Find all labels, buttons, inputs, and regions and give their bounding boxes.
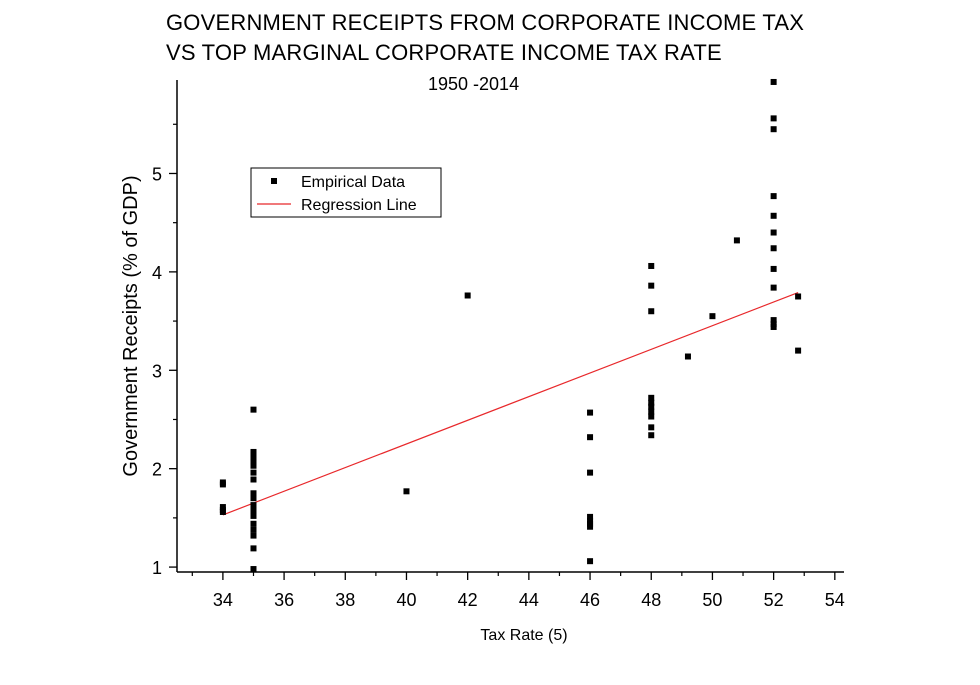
data-point bbox=[250, 495, 257, 502]
data-point bbox=[648, 399, 655, 406]
chart-title-line-1: GOVERNMENT RECEIPTS FROM CORPORATE INCOM… bbox=[166, 10, 805, 35]
data-point bbox=[648, 403, 655, 410]
data-point bbox=[648, 308, 655, 315]
data-point bbox=[219, 481, 226, 488]
x-tick-label: 54 bbox=[825, 590, 845, 610]
legend-box bbox=[250, 167, 442, 218]
x-tick-label: 46 bbox=[580, 590, 600, 610]
chart-title-line-2: VS TOP MARGINAL CORPORATE INCOME TAX RAT… bbox=[166, 40, 722, 65]
data-point bbox=[648, 282, 655, 289]
data-point bbox=[795, 293, 802, 300]
data-point bbox=[250, 462, 257, 469]
x-tick-label: 38 bbox=[335, 590, 355, 610]
legend-label-empirical: Empirical Data bbox=[301, 174, 405, 191]
data-point bbox=[770, 323, 777, 330]
data-point bbox=[250, 520, 257, 527]
data-point bbox=[587, 558, 594, 565]
data-point bbox=[250, 545, 257, 552]
data-point bbox=[648, 262, 655, 269]
data-point bbox=[770, 245, 777, 252]
data-point bbox=[770, 317, 777, 324]
y-tick-label: 2 bbox=[152, 460, 162, 480]
data-point bbox=[648, 394, 655, 401]
data-point bbox=[770, 265, 777, 272]
y-tick-label: 5 bbox=[152, 164, 162, 184]
data-point bbox=[250, 454, 257, 461]
data-point bbox=[648, 432, 655, 439]
regression-line bbox=[222, 291, 799, 516]
data-point bbox=[250, 406, 257, 413]
data-point bbox=[587, 434, 594, 441]
data-point bbox=[587, 523, 594, 530]
data-point bbox=[250, 507, 257, 514]
data-point bbox=[733, 237, 740, 244]
data-point bbox=[770, 193, 777, 200]
legend-label-regression: Regression Line bbox=[301, 197, 417, 214]
data-point bbox=[770, 78, 777, 85]
data-point bbox=[250, 526, 257, 533]
data-point bbox=[250, 566, 257, 573]
data-point bbox=[587, 513, 594, 520]
y-tick-label: 4 bbox=[152, 263, 162, 283]
legend: Empirical Data Regression Line bbox=[250, 167, 442, 218]
data-point bbox=[250, 502, 257, 509]
data-point bbox=[648, 408, 655, 415]
data-point bbox=[587, 409, 594, 416]
data-point bbox=[795, 347, 802, 354]
data-point bbox=[250, 476, 257, 483]
data-points bbox=[219, 78, 802, 573]
data-point bbox=[648, 424, 655, 431]
data-point bbox=[770, 115, 777, 122]
data-point bbox=[648, 413, 655, 420]
data-point bbox=[250, 469, 257, 476]
data-point bbox=[250, 532, 257, 539]
x-tick-label: 50 bbox=[702, 590, 722, 610]
data-point bbox=[250, 512, 257, 519]
data-point bbox=[219, 508, 226, 515]
data-point bbox=[770, 126, 777, 133]
data-point bbox=[770, 284, 777, 291]
x-tick-label: 52 bbox=[764, 590, 784, 610]
data-point bbox=[709, 313, 716, 320]
y-axis-label: Government Receipts (% of GDP) bbox=[120, 175, 142, 476]
data-point bbox=[770, 212, 777, 219]
legend-marker-empirical bbox=[271, 178, 277, 184]
regression-line-group bbox=[222, 291, 799, 516]
data-point bbox=[250, 458, 257, 465]
data-point bbox=[250, 490, 257, 497]
data-point bbox=[464, 292, 471, 299]
x-axis-label: Tax Rate (5) bbox=[480, 627, 567, 644]
x-tick-label: 44 bbox=[519, 590, 539, 610]
y-tick-label: 3 bbox=[152, 361, 162, 381]
data-point bbox=[403, 488, 410, 495]
data-point bbox=[587, 469, 594, 476]
data-point bbox=[684, 353, 691, 360]
y-tick-label: 1 bbox=[152, 558, 162, 578]
x-tick-label: 34 bbox=[213, 590, 233, 610]
x-tick-label: 42 bbox=[458, 590, 478, 610]
data-point bbox=[770, 229, 777, 236]
x-tick-label: 48 bbox=[641, 590, 661, 610]
x-tick-label: 36 bbox=[274, 590, 294, 610]
x-tick-label: 40 bbox=[396, 590, 416, 610]
chart-subtitle: 1950 -2014 bbox=[428, 74, 520, 94]
